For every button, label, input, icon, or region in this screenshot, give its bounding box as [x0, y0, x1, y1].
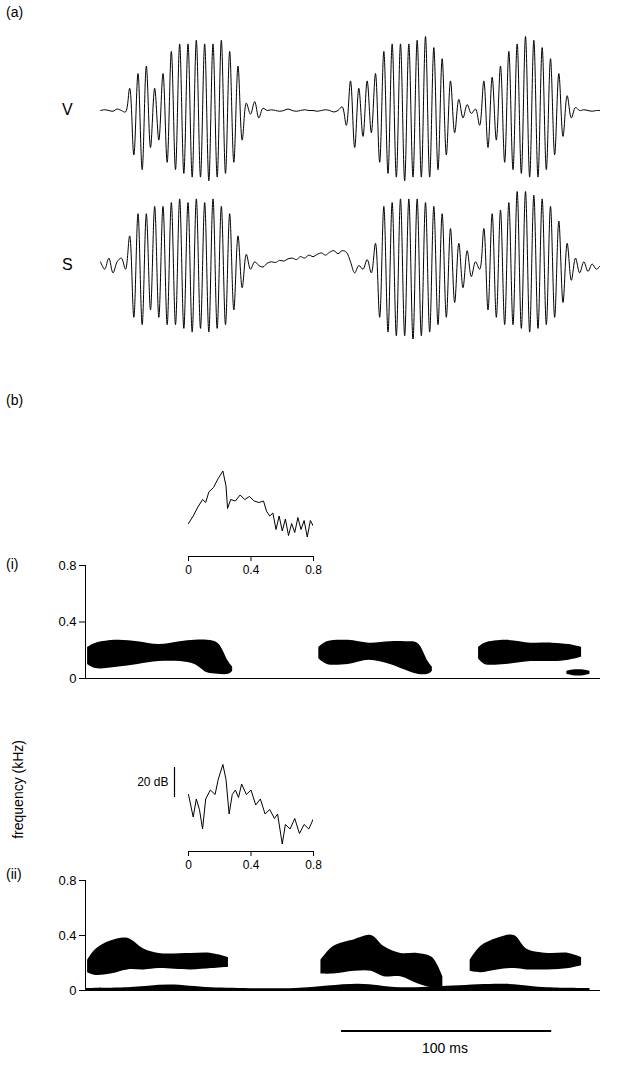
html-text:S: S — [62, 256, 73, 273]
html-text:(ii): (ii) — [6, 866, 22, 882]
svg-text:0.4: 0.4 — [243, 563, 260, 577]
svg-text:0: 0 — [69, 983, 76, 998]
svg-text:0.4: 0.4 — [243, 858, 260, 872]
html-text:V: V — [62, 101, 73, 118]
html-text:100 ms: 100 ms — [422, 1040, 468, 1056]
svg-text:0.8: 0.8 — [305, 858, 322, 872]
svg-text:0.8: 0.8 — [58, 558, 76, 573]
svg-text:0: 0 — [185, 858, 192, 872]
svg-text:0.4: 0.4 — [58, 928, 76, 943]
html-text:frequency (kHz): frequency (kHz) — [9, 740, 26, 839]
html-text:(a): (a) — [6, 4, 24, 20]
html-text:(b): (b) — [6, 392, 24, 408]
svg-text:20 dB: 20 dB — [137, 775, 168, 789]
html-text:(i): (i) — [6, 556, 19, 572]
svg-text:0.8: 0.8 — [305, 563, 322, 577]
svg-text:0.8: 0.8 — [58, 873, 76, 888]
svg-text:0.4: 0.4 — [58, 614, 76, 629]
svg-text:0: 0 — [185, 563, 192, 577]
svg-text:0: 0 — [69, 671, 76, 686]
